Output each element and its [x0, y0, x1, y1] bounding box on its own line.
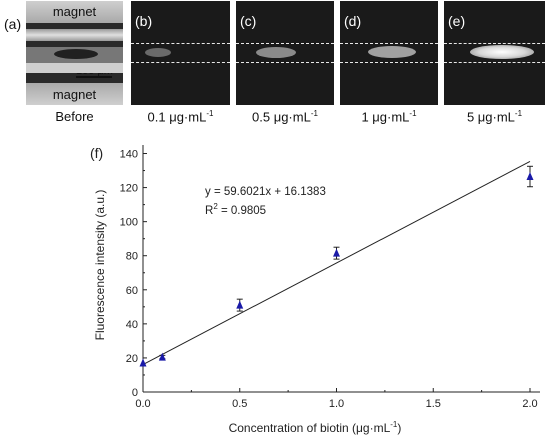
- y-tick-label: 80: [126, 251, 138, 263]
- panel-b-letter: (b): [135, 13, 153, 29]
- y-tick-label: 120: [120, 183, 138, 195]
- panel-e-image: (e): [444, 1, 545, 105]
- fit-line-group: [142, 161, 531, 365]
- panel-d-image: (d): [340, 1, 438, 105]
- panel-b-caption: 0.1 μg·mL-1: [147, 109, 214, 125]
- x-tick-label: 1.5: [426, 398, 441, 410]
- fit-line: [142, 161, 531, 365]
- y-tick-label: 60: [126, 285, 138, 297]
- panel-d-letter: (d): [344, 13, 362, 29]
- x-tick-label: 0.5: [232, 398, 247, 410]
- data-point: [139, 358, 147, 367]
- y-tick-label: 40: [126, 319, 138, 331]
- scale-bar: [76, 76, 112, 78]
- y-tick-label: 100: [120, 217, 138, 229]
- y-tick-label: 140: [120, 149, 138, 161]
- y-axis-label: Fluorescence intensity (a.u.): [93, 190, 107, 341]
- y-tick-label: 0: [132, 387, 138, 399]
- data-point: [158, 352, 166, 361]
- panel-c-image: (c): [236, 1, 334, 105]
- magnet-bottom-label: magnet: [52, 87, 97, 102]
- panel-f-letter: (f): [90, 145, 103, 161]
- data-point: [526, 172, 534, 181]
- x-tick-label: 2.0: [522, 398, 537, 410]
- fit-equation: y = 59.6021x + 16.1383: [205, 186, 326, 198]
- y-tick-label: 20: [126, 353, 138, 365]
- x-tick-label: 0.0: [135, 398, 150, 410]
- panel-c-letter: (c): [240, 13, 257, 29]
- panel-e-caption: 5 μg·mL-1: [466, 109, 523, 125]
- panel-a-letter: (a): [4, 16, 22, 32]
- panel-b-image: (b): [131, 1, 230, 105]
- r-squared: R2 = 0.9805: [205, 202, 266, 217]
- data-point: [236, 300, 244, 309]
- x-tick-label: 1.0: [329, 398, 344, 410]
- chart-axes: 0 20 40 60 80 100 120 140 0.0 0.5 1.0 1.5 2.0: [120, 145, 540, 410]
- panel-c-caption: 0.5 μg·mL-1: [252, 109, 318, 125]
- panel-a-image: magnet 100 μm magnet: [26, 1, 123, 105]
- panel-d-caption: 1 μg·mL-1: [361, 109, 417, 125]
- panel-e-letter: (e): [448, 13, 466, 29]
- data-point: [333, 248, 340, 257]
- magnet-top-label: magnet: [52, 4, 97, 19]
- x-axis-label: Concentration of biotin (μg·mL-1): [229, 420, 402, 435]
- panel-a-caption: Before: [55, 109, 94, 124]
- data-points: [139, 165, 534, 367]
